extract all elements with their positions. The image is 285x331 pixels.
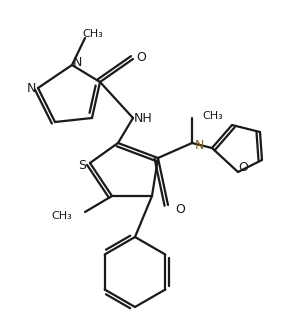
Text: O: O — [238, 161, 248, 173]
Text: CH₃: CH₃ — [83, 29, 103, 39]
Text: N: N — [72, 56, 82, 69]
Text: N: N — [26, 81, 36, 94]
Text: CH₃: CH₃ — [202, 111, 223, 121]
Text: O: O — [175, 203, 185, 215]
Text: N: N — [194, 138, 204, 152]
Text: O: O — [136, 51, 146, 64]
Text: CH₃: CH₃ — [51, 211, 72, 221]
Text: S: S — [78, 159, 86, 171]
Text: NH: NH — [134, 112, 152, 124]
